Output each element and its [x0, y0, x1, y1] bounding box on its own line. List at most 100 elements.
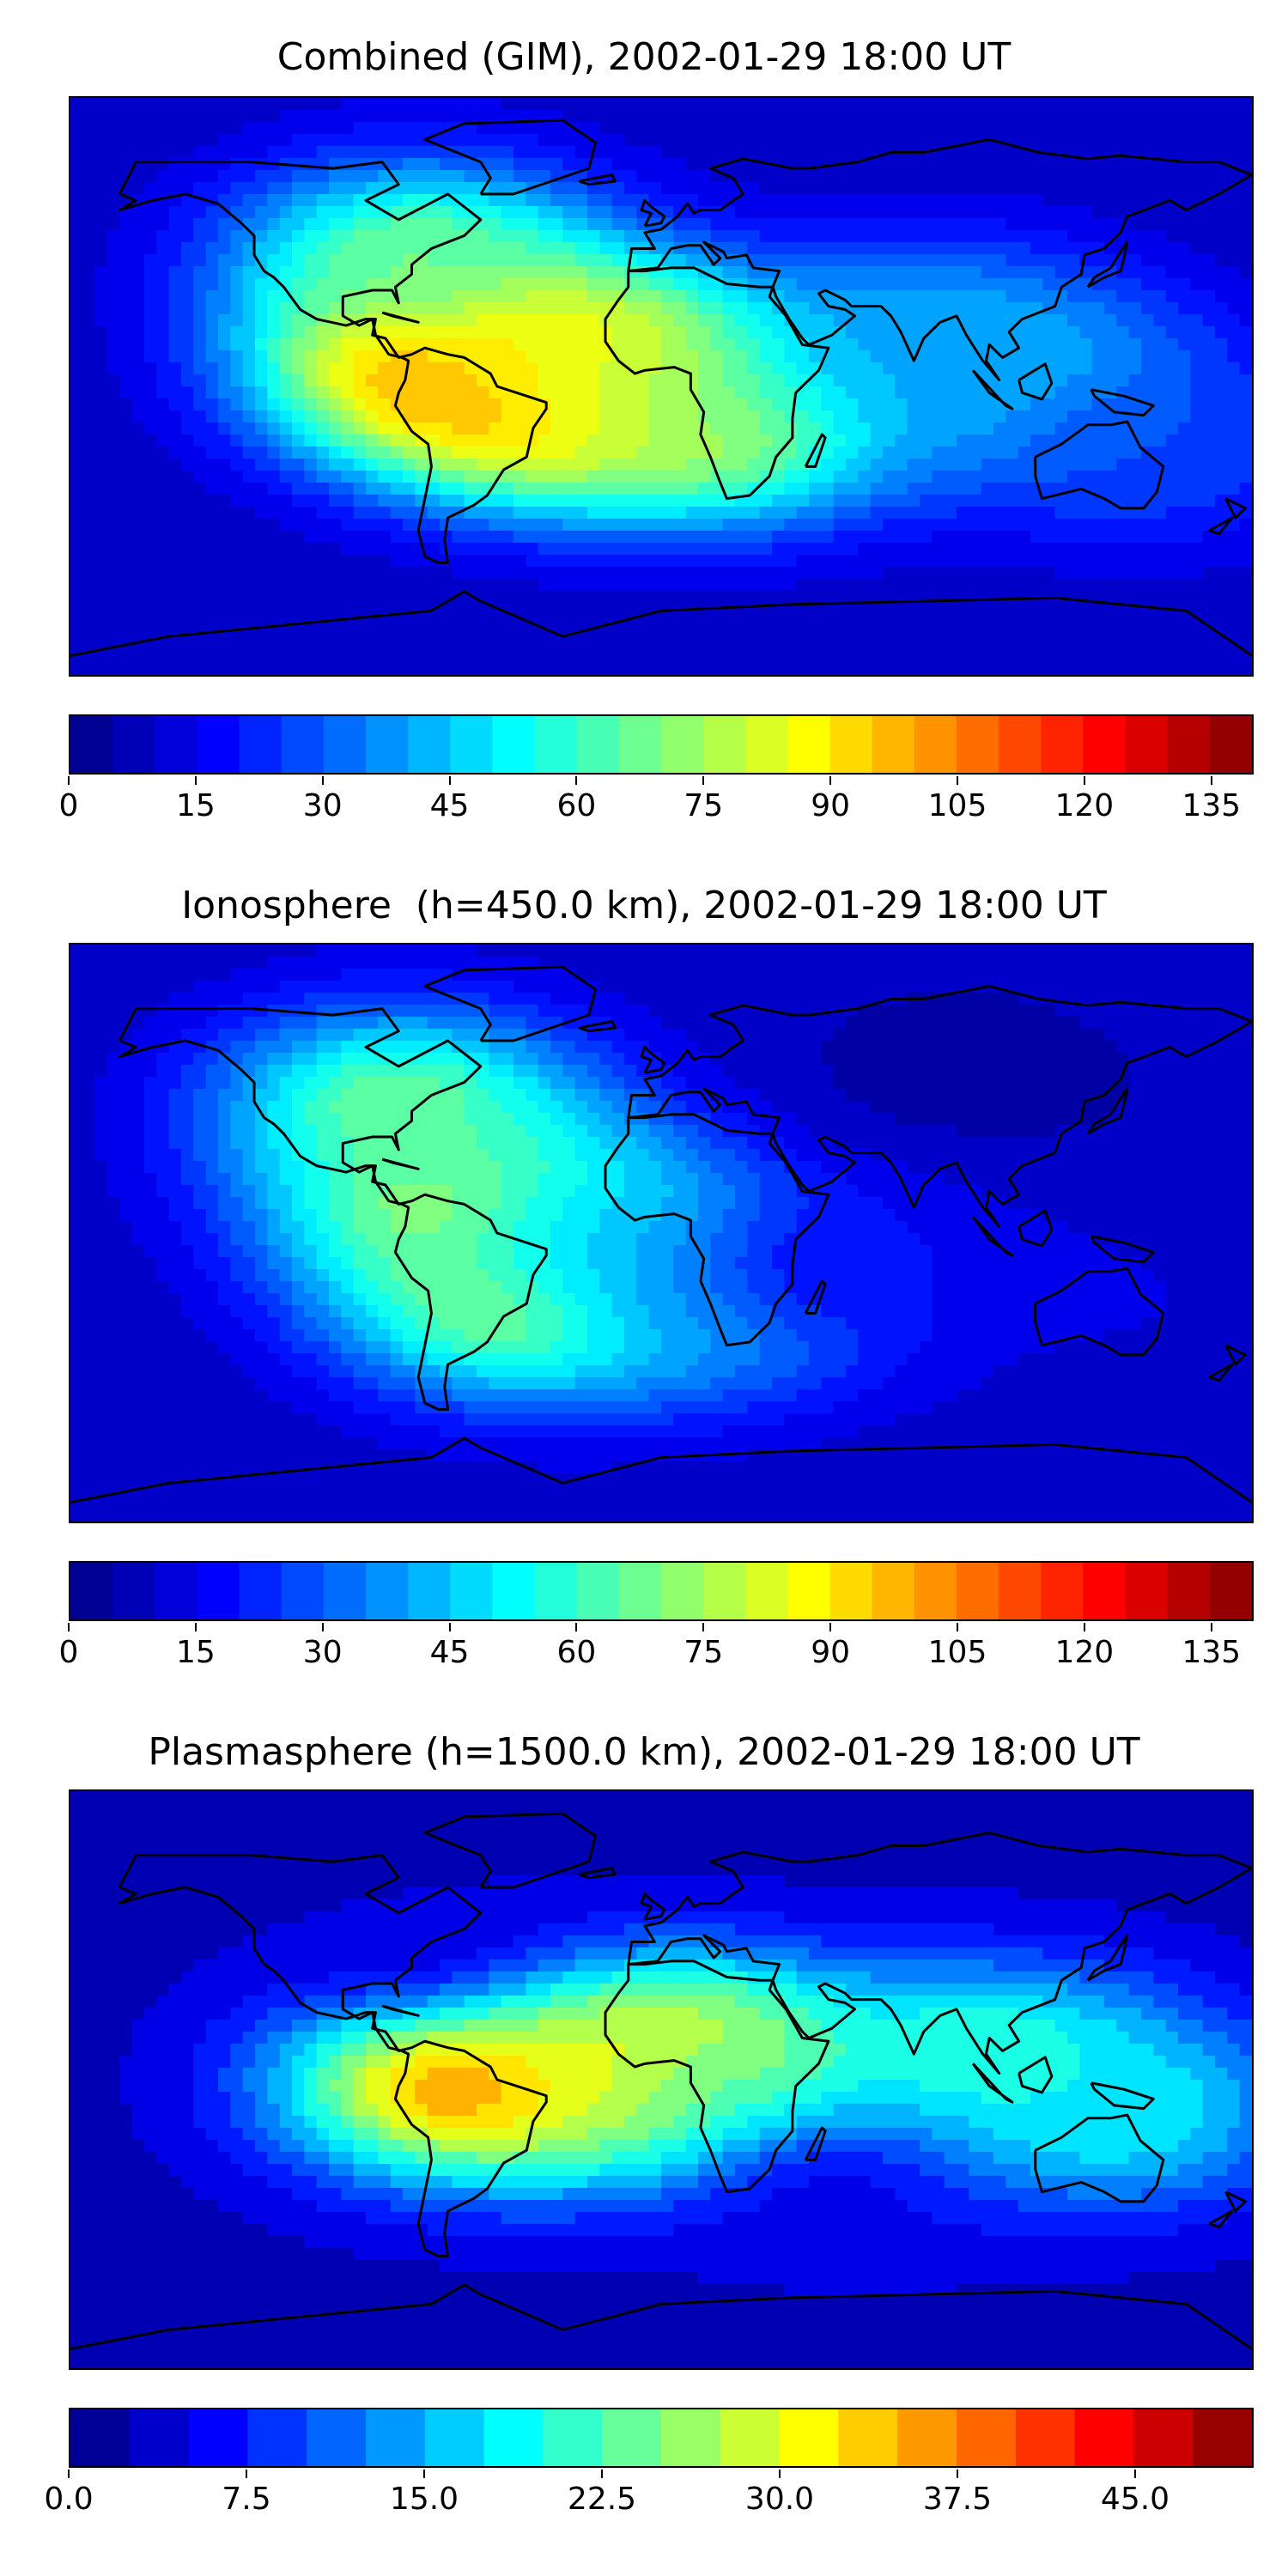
tec-cell	[698, 957, 711, 969]
tec-cell	[1202, 398, 1216, 411]
tec-cell	[107, 242, 120, 255]
tec-cell	[1215, 945, 1228, 957]
tec-cell	[846, 386, 859, 399]
tec-cell	[292, 194, 305, 207]
tec-cell	[218, 410, 231, 423]
tec-cell	[673, 615, 687, 628]
tec-cell	[452, 374, 465, 387]
tec-cell	[759, 302, 773, 315]
tec-cell	[1153, 969, 1167, 981]
tec-cell	[710, 110, 724, 123]
coastline	[381, 311, 420, 324]
tec-cell	[218, 615, 231, 628]
tec-cell	[513, 146, 526, 159]
tec-cell	[131, 134, 145, 147]
tec-cell	[1215, 302, 1228, 315]
tec-cell	[722, 410, 736, 423]
tec-cell	[993, 447, 1006, 459]
tec-cell	[932, 495, 945, 507]
tec-cell	[1227, 386, 1241, 399]
tec-cell	[932, 158, 945, 171]
tec-cell	[796, 627, 810, 640]
tec-cell	[452, 242, 465, 255]
tec-cell	[1141, 591, 1154, 604]
tec-cell	[1104, 579, 1117, 592]
tec-cell	[477, 957, 489, 969]
tec-cell	[624, 957, 637, 969]
tec-cell	[624, 134, 637, 147]
tec-cell	[932, 182, 945, 195]
tec-cell	[1215, 459, 1228, 471]
tec-cell	[366, 663, 379, 675]
tec-cell	[710, 483, 724, 495]
tec-cell	[193, 158, 207, 171]
tec-cell	[759, 206, 773, 219]
tec-cell	[883, 627, 896, 640]
tec-cell	[587, 615, 600, 628]
tec-cell	[1239, 447, 1252, 459]
tec-cell	[1153, 495, 1167, 507]
tec-cell	[94, 615, 108, 628]
tec-cell	[205, 615, 219, 628]
tec-cell	[574, 362, 588, 375]
tec-cell	[403, 651, 416, 664]
tec-cell	[279, 434, 293, 447]
tec-cell	[944, 663, 957, 675]
tec-cell	[255, 266, 268, 279]
tec-cell	[1190, 254, 1204, 267]
tec-cell	[1141, 639, 1154, 652]
tec-cell	[759, 362, 773, 375]
tec-cell	[648, 326, 662, 339]
colorbar-tick-mark	[321, 776, 324, 785]
tec-cell	[267, 519, 281, 532]
tec-cell	[784, 615, 798, 628]
tec-cell	[366, 531, 379, 544]
tec-cell	[673, 338, 687, 351]
tec-cell	[1042, 158, 1056, 171]
tec-cell	[648, 134, 662, 147]
tec-cell	[538, 266, 551, 279]
tec-cell	[1030, 603, 1043, 616]
tec-cell	[611, 338, 625, 351]
tec-cell	[895, 434, 908, 447]
tec-cell	[636, 434, 650, 447]
tec-cell	[538, 314, 551, 327]
tec-cell	[809, 639, 822, 652]
tec-cell	[329, 459, 342, 471]
tec-cell	[181, 567, 194, 580]
tec-cell	[858, 290, 872, 303]
tec-cell	[1091, 110, 1105, 123]
tec-cell	[316, 374, 330, 387]
tec-cell	[883, 495, 896, 507]
tec-cell	[1141, 194, 1154, 207]
tec-cell	[205, 158, 219, 171]
tec-cell	[883, 591, 896, 604]
tec-cell	[969, 266, 982, 279]
tec-cell	[70, 326, 83, 339]
tec-cell	[440, 627, 453, 640]
tec-cell	[119, 290, 133, 303]
tec-cell	[895, 422, 908, 435]
tec-cell	[932, 639, 945, 652]
tec-cell	[661, 555, 674, 568]
tec-cell	[648, 627, 662, 640]
tec-cell	[1104, 350, 1117, 363]
tec-cell	[957, 495, 969, 507]
tec-cell	[673, 182, 687, 195]
tec-cell	[550, 459, 563, 471]
tec-cell	[932, 230, 945, 243]
tec-cell	[685, 110, 699, 123]
tec-cell	[648, 434, 662, 447]
tec-cell	[242, 134, 256, 147]
tec-cell	[698, 555, 711, 568]
tec-cell	[316, 134, 330, 147]
tec-cell	[119, 314, 133, 327]
tec-cell	[870, 483, 884, 495]
tec-cell	[316, 290, 330, 303]
tec-cell	[255, 362, 268, 375]
tec-cell	[366, 579, 379, 592]
tec-cell	[70, 495, 83, 507]
tec-cell	[1128, 483, 1142, 495]
tec-cell	[489, 567, 502, 580]
tec-cell	[735, 314, 748, 327]
